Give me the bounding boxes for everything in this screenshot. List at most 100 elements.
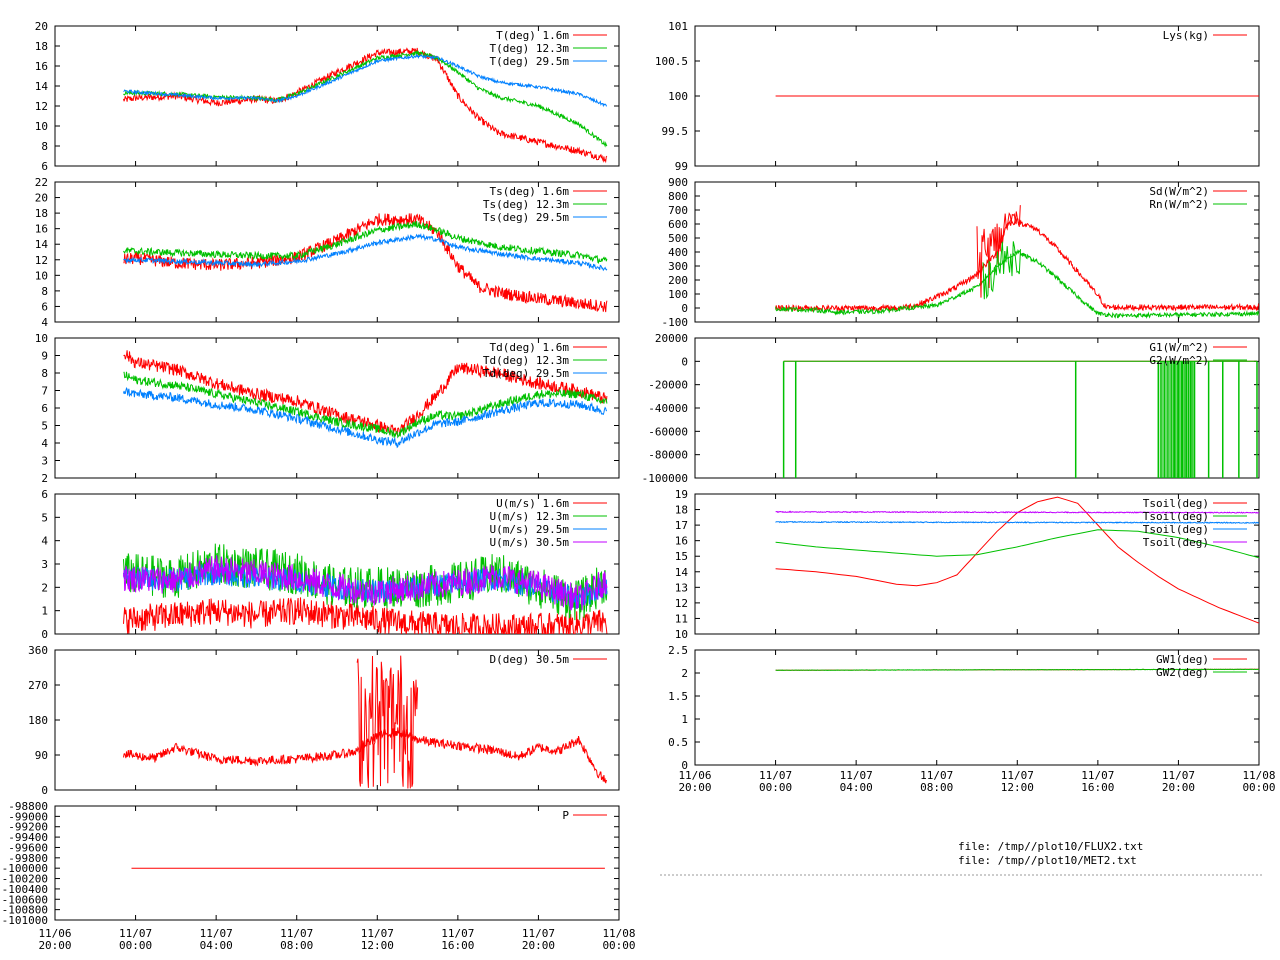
x-tick-label: 04:00	[200, 939, 233, 952]
series-line	[123, 233, 608, 272]
series-line	[775, 510, 1259, 514]
x-tick-label: 11/07	[840, 769, 873, 782]
y-tick-label: -99400	[8, 831, 48, 844]
y-tick-label: -60000	[648, 425, 688, 438]
series-spikes	[982, 241, 1021, 300]
y-tick-label: 18	[675, 504, 688, 517]
x-tick-label: 00:00	[759, 781, 792, 794]
y-tick-label: 2.5	[668, 644, 688, 657]
y-tick-label: -20000	[648, 379, 688, 392]
y-tick-label: 800	[668, 190, 688, 203]
y-tick-label: 1.5	[668, 690, 688, 703]
plot-frame	[694, 649, 1260, 766]
legend-label: Rn(W/m^2)	[1149, 198, 1209, 211]
legend-label: Tsoil(deg)	[1143, 497, 1209, 510]
legend-label: U(m/s) 30.5m	[490, 536, 570, 549]
y-tick-label: 2	[681, 667, 688, 680]
y-tick-label: 9	[41, 350, 48, 363]
y-tick-label: 16	[35, 223, 48, 236]
y-tick-label: 10	[35, 332, 48, 345]
y-tick-label: -100800	[2, 904, 48, 917]
legend-label: D(deg) 30.5m	[490, 653, 570, 666]
y-tick-label: -100400	[2, 883, 48, 896]
y-tick-label: 0.5	[668, 736, 688, 749]
y-tick-label: 5	[41, 511, 48, 524]
y-tick-label: 11	[675, 612, 688, 625]
y-tick-label: 100	[668, 288, 688, 301]
y-tick-label: 90	[35, 749, 48, 762]
y-tick-label: 300	[668, 260, 688, 273]
y-tick-label: 2	[41, 472, 48, 485]
y-tick-label: 7	[41, 385, 48, 398]
y-tick-label: 100.5	[655, 55, 688, 68]
x-tick-label: 11/06	[38, 927, 71, 940]
chart-panel: -100000 -80000 -60000 -40000 -20000 0 20000 G1(…	[642, 332, 1260, 485]
x-tick-label: 08:00	[920, 781, 953, 794]
y-tick-label: 19	[675, 488, 688, 501]
chart-panel: 0 0.5 1 1.5 2 2.5 GW1(deg)GW2(deg)	[668, 644, 1260, 772]
chart-panel: 0 90 180 270 360 D(deg) 30.5m	[28, 644, 620, 797]
plot-area	[123, 213, 608, 313]
x-tick-label: 11/07	[1081, 769, 1114, 782]
legend-label: Ts(deg) 29.5m	[483, 211, 569, 224]
x-tick-label: 11/07	[441, 927, 474, 940]
file-list: file: /tmp//plot10/FLUX2.txt file: /tmp/…	[958, 840, 1143, 868]
y-tick-label: -98800	[8, 800, 48, 813]
y-tick-label: -99000	[8, 810, 48, 823]
y-tick-label: 270	[28, 679, 48, 692]
series-line	[775, 668, 1259, 671]
x-tick-label: 11/07	[759, 769, 792, 782]
series-line	[123, 727, 607, 784]
series-burst	[356, 655, 419, 789]
x-tick-label: 12:00	[361, 939, 394, 952]
legend-label: U(m/s) 1.6m	[496, 497, 569, 510]
y-tick-label: 500	[668, 232, 688, 245]
y-tick-label: 10	[35, 269, 48, 282]
plot-frame	[54, 25, 620, 167]
x-tick-label: 20:00	[38, 939, 71, 952]
y-tick-label: 14	[35, 80, 49, 93]
y-tick-label: 0	[681, 759, 688, 772]
series-line	[123, 53, 607, 108]
plot-frame	[694, 493, 1260, 635]
series-spikes	[976, 205, 1021, 298]
legend-label: Sd(W/m^2)	[1149, 185, 1209, 198]
legend-label: Tsoil(deg)	[1143, 510, 1209, 523]
y-tick-label: 14	[35, 238, 49, 251]
y-tick-label: 12	[675, 597, 688, 610]
y-tick-label: 400	[668, 246, 688, 259]
x-tick-label: 11/06	[678, 769, 711, 782]
x-tick-label: 20:00	[522, 939, 555, 952]
legend-label: Ts(deg) 1.6m	[490, 185, 570, 198]
legend-label: T(deg) 1.6m	[496, 29, 569, 42]
file-path: file: /tmp//plot10/MET2.txt	[958, 854, 1137, 867]
y-tick-label: 8	[41, 367, 48, 380]
chart-panel: 99 99.5 100 100.5 101 Lys(kg)	[655, 20, 1260, 173]
series-line	[775, 218, 1259, 313]
x-tick-label: 04:00	[840, 781, 873, 794]
series-line	[123, 371, 608, 439]
file-path: file: /tmp//plot10/FLUX2.txt	[958, 840, 1144, 853]
y-tick-label: 180	[28, 714, 48, 727]
x-tick-label: 08:00	[280, 939, 313, 952]
series-line	[123, 386, 607, 449]
y-tick-label: 22	[35, 176, 48, 189]
legend-label: U(m/s) 29.5m	[490, 523, 570, 536]
chart-panel: 10111213141516171819Tsoil(deg)Tsoil(deg)…	[675, 488, 1260, 641]
plot-area	[775, 496, 1259, 624]
plot-area	[782, 360, 1258, 478]
x-tick-label: 20:00	[678, 781, 711, 794]
y-tick-label: 0	[41, 628, 48, 641]
series-line	[775, 520, 1259, 524]
y-tick-label: 4	[41, 535, 48, 548]
y-tick-label: 16	[675, 535, 688, 548]
y-tick-label: 12	[35, 254, 48, 267]
series-line	[775, 249, 1259, 320]
y-tick-label: -99600	[8, 841, 48, 854]
x-tick-label: 16:00	[1081, 781, 1114, 794]
y-tick-label: 3	[41, 558, 48, 571]
legend-label: P	[562, 809, 569, 822]
y-tick-label: 100	[668, 90, 688, 103]
y-tick-label: 8	[41, 285, 48, 298]
